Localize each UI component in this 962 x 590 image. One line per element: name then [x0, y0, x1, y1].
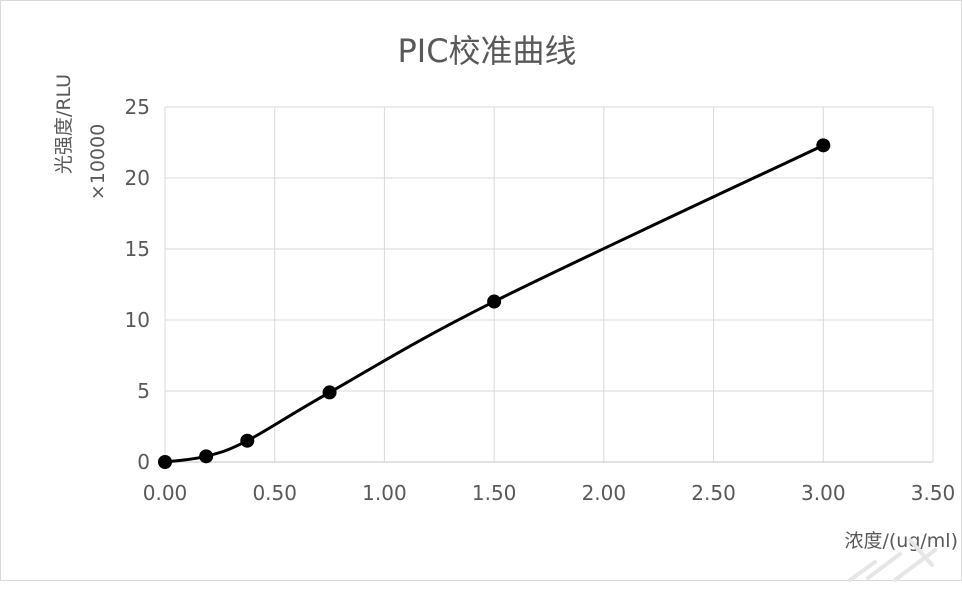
x-tick-label: 2.50 [691, 481, 736, 505]
x-tick-labels: 0.00 0.50 1.00 1.50 2.00 2.50 3.00 3.50 [143, 481, 956, 505]
x-tick-label: 3.00 [801, 481, 846, 505]
x-tick-label: 2.00 [582, 481, 627, 505]
x-tick-label: 1.50 [472, 481, 517, 505]
data-point-0 [158, 455, 172, 469]
data-point-1 [199, 449, 214, 464]
x-tick-label: 0.00 [143, 481, 188, 505]
data-point-2 [240, 433, 255, 448]
grid-lines [164, 106, 934, 463]
watermark-graphic [848, 538, 937, 582]
series-group [158, 138, 831, 469]
y-axis-multiplier: ×10000 [87, 124, 109, 200]
data-point-4 [487, 294, 502, 309]
y-tick-label: 5 [137, 379, 150, 403]
data-point-3 [322, 385, 337, 400]
y-axis-label: 光强度/RLU [53, 74, 75, 174]
x-tick-label: 0.50 [252, 481, 297, 505]
y-tick-label: 10 [125, 308, 150, 332]
y-tick-label: 15 [125, 237, 150, 261]
y-tick-label: 0 [137, 450, 150, 474]
chart-title: PIC校准曲线 [397, 32, 576, 70]
x-tick-label: 3.50 [911, 481, 956, 505]
y-tick-label: 20 [125, 166, 150, 190]
x-tick-label: 1.00 [362, 481, 407, 505]
y-tick-label: 25 [125, 95, 150, 119]
data-point-5 [816, 138, 831, 153]
y-tick-labels: 0 5 10 15 20 25 [125, 95, 150, 474]
x-axis-label: 浓度/(ug/ml) [844, 530, 958, 552]
